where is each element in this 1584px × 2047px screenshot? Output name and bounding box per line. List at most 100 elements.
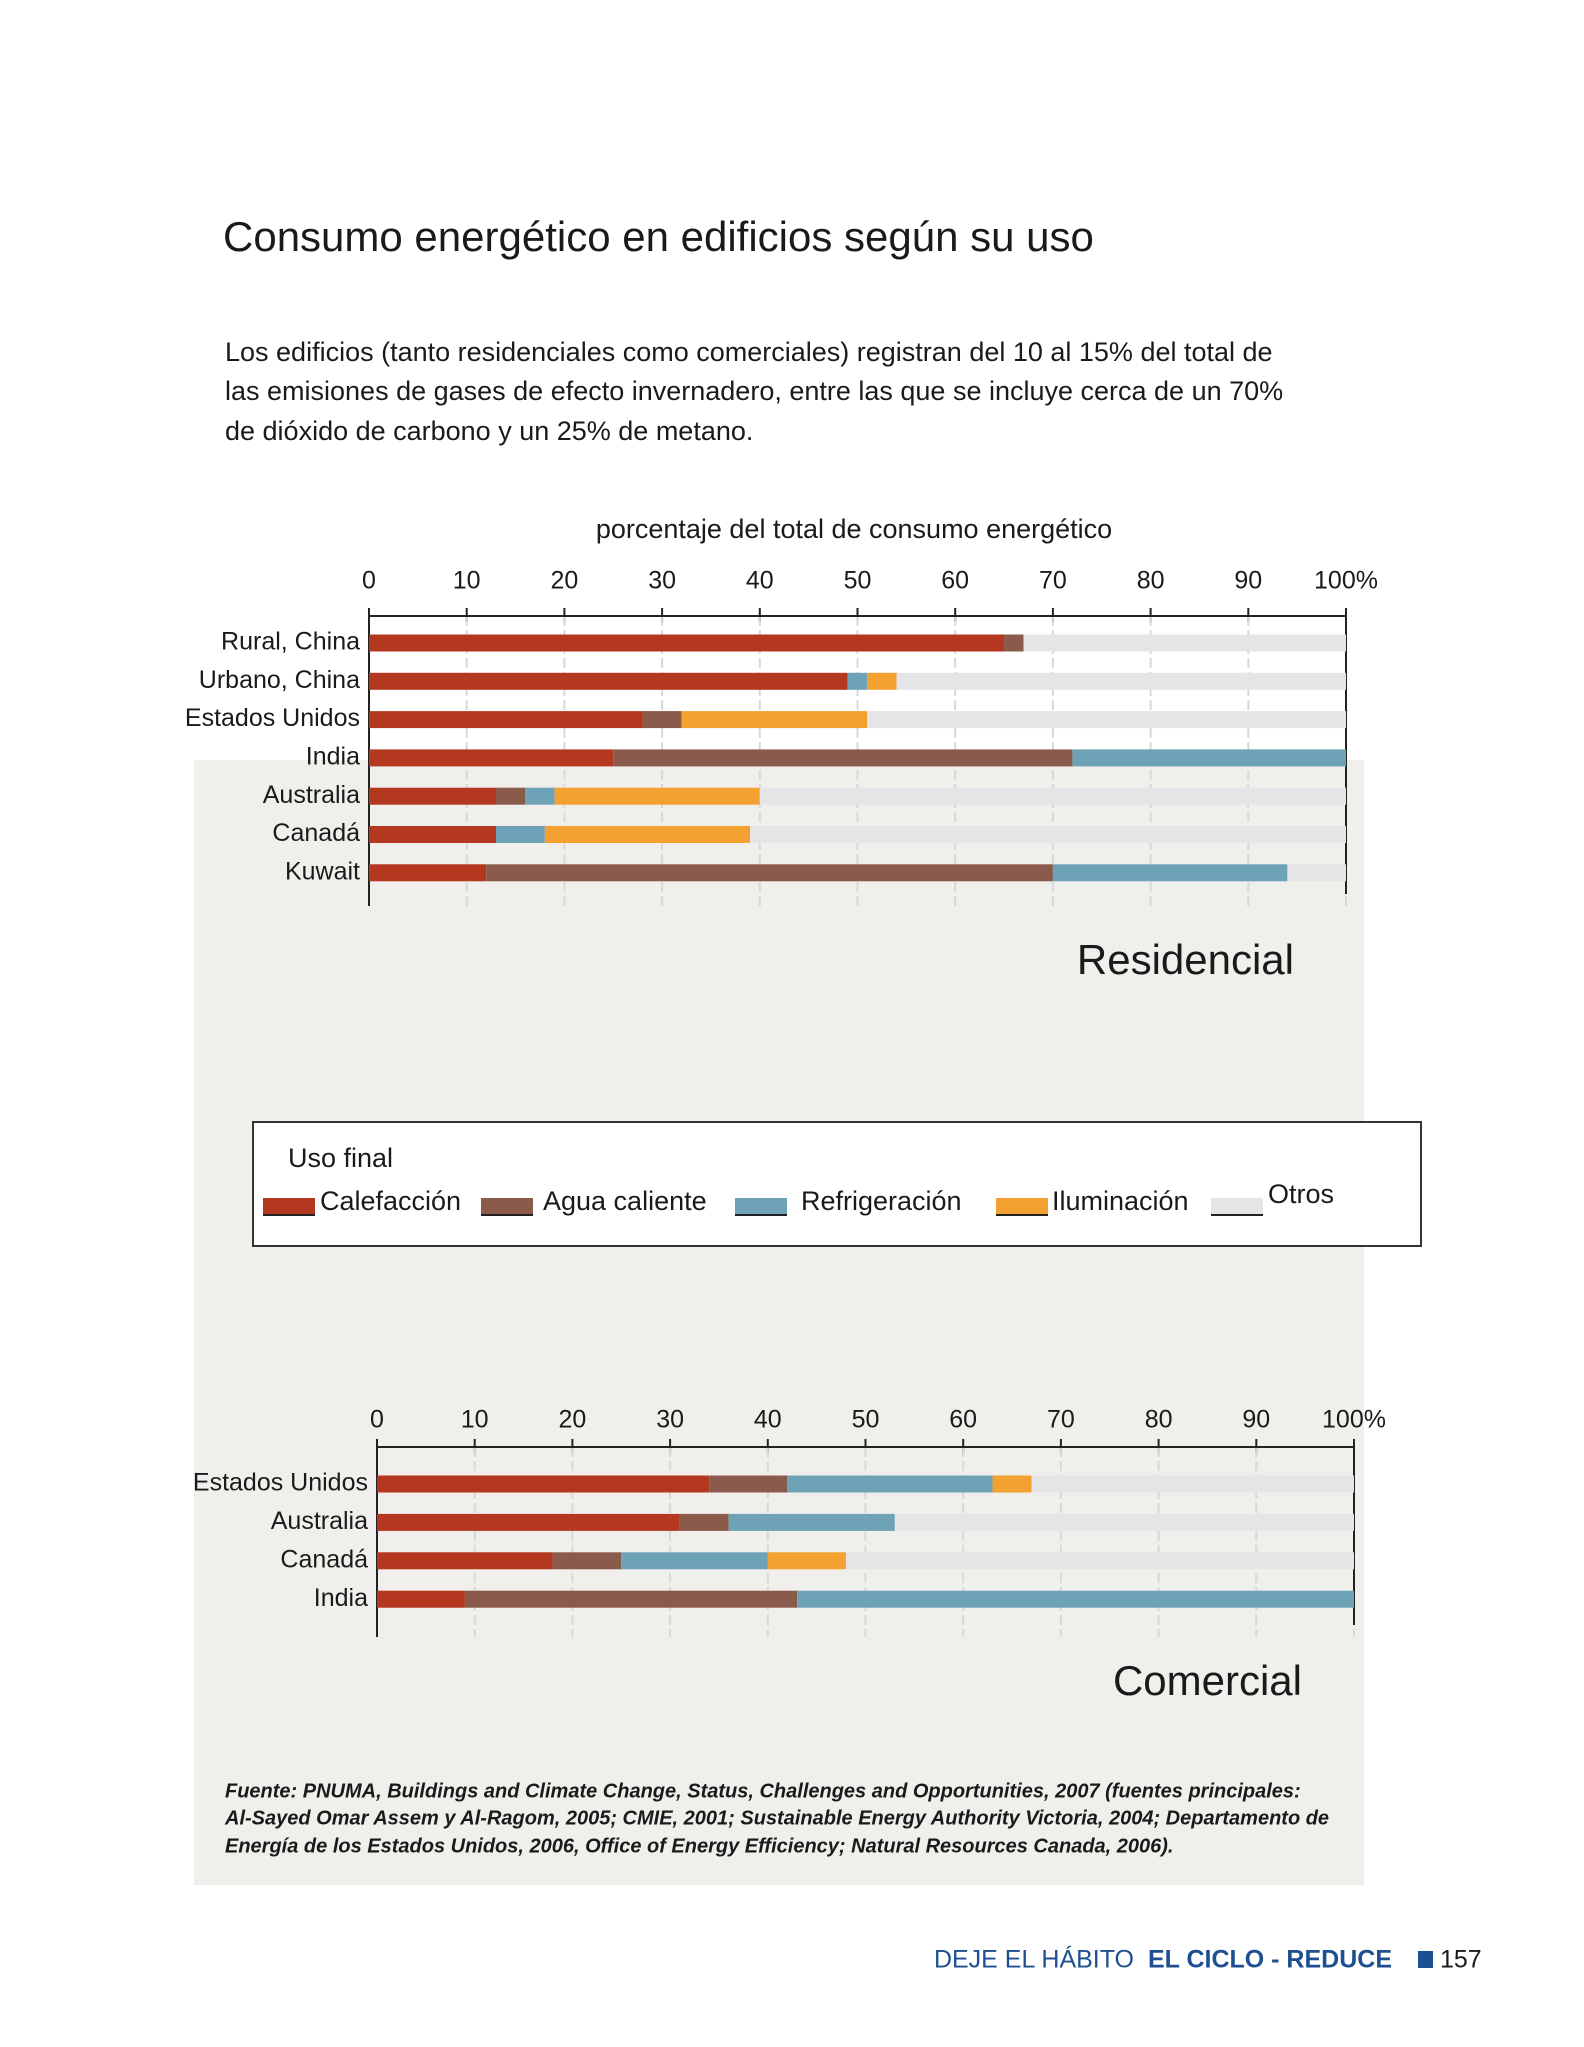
bar-segment — [496, 826, 545, 843]
intro-line: de dióxido de carbono y un 25% de metano… — [225, 416, 753, 446]
bar-segment — [525, 787, 555, 805]
bar-segment — [369, 634, 1005, 652]
category-label: Canadá — [280, 1545, 368, 1573]
x-tick-label: 50 — [844, 567, 872, 595]
x-tick-label: 0 — [362, 567, 376, 595]
bar-segment — [369, 826, 497, 843]
bar-segment — [992, 1475, 1032, 1493]
bar-segment — [728, 1513, 895, 1531]
footer-section: DEJE EL HÁBITO — [934, 1945, 1134, 1974]
x-tick-label: 90 — [1242, 1406, 1270, 1434]
legend-box — [252, 1121, 1422, 1247]
legend-swatch — [263, 1198, 315, 1215]
x-tick-label: 90 — [1234, 567, 1262, 595]
x-tick-label: 20 — [558, 1406, 586, 1434]
source-line: Fuente: PNUMA, Buildings and Climate Cha… — [225, 1780, 1301, 1802]
legend-label: Otros — [1268, 1179, 1334, 1209]
x-axis-label: porcentaje del total de consumo energéti… — [596, 514, 1112, 544]
category-label: India — [314, 1584, 368, 1612]
bar-segment — [377, 1590, 465, 1608]
bar-segment — [759, 787, 1346, 805]
category-label: Australia — [271, 1507, 368, 1535]
x-tick-label: 30 — [656, 1406, 684, 1434]
bar-segment — [847, 672, 868, 690]
category-label: Estados Unidos — [193, 1469, 368, 1497]
x-tick-label: 100% — [1314, 567, 1378, 595]
category-label: Rural, China — [221, 628, 360, 656]
x-tick-label: 30 — [648, 567, 676, 595]
bar-segment — [867, 711, 1346, 729]
bar-segment — [377, 1513, 680, 1531]
bar-segment — [896, 672, 1346, 690]
x-tick-label: 50 — [852, 1406, 880, 1434]
category-label: Urbano, China — [199, 666, 360, 694]
x-tick-label: 80 — [1137, 567, 1165, 595]
legend-title: Uso final — [288, 1143, 393, 1173]
bar-segment — [681, 711, 868, 729]
x-tick-label: 100% — [1322, 1406, 1386, 1434]
legend-label: Calefacción — [320, 1186, 461, 1216]
bar-segment — [642, 711, 682, 729]
legend-label: Iluminación — [1052, 1186, 1189, 1216]
intro-line: Los edificios (tanto residenciales como … — [225, 337, 1273, 367]
bar-segment — [369, 672, 848, 690]
footer-square — [1418, 1951, 1433, 1968]
bar-segment — [369, 749, 614, 767]
x-tick-label: 10 — [461, 1406, 489, 1434]
x-tick-label: 10 — [453, 567, 481, 595]
bar-segment — [1023, 634, 1346, 652]
x-tick-label: 70 — [1047, 1406, 1075, 1434]
legend-swatch — [481, 1198, 533, 1215]
bar-segment — [369, 711, 643, 729]
bar-segment — [496, 787, 526, 805]
bar-segment — [797, 1590, 1354, 1608]
bar-segment — [1072, 749, 1346, 767]
bar-segment — [369, 787, 497, 805]
bar-segment — [621, 1552, 768, 1570]
legend-swatch — [735, 1198, 787, 1215]
bar-segment — [1004, 634, 1024, 652]
legend-swatch — [996, 1198, 1048, 1215]
bar-segment — [787, 1475, 993, 1493]
legend-label: Agua caliente — [543, 1186, 707, 1216]
bar-segment — [377, 1552, 553, 1570]
legend: Calefacción Agua caliente Refrigeración Ilu… — [263, 1179, 1334, 1216]
category-label: India — [306, 743, 360, 771]
category-label: Estados Unidos — [185, 704, 360, 732]
legend-swatch — [1211, 1198, 1263, 1215]
bar-segment — [554, 787, 760, 805]
legend-label: Refrigeración — [801, 1186, 962, 1216]
x-tick-label: 60 — [941, 567, 969, 595]
bar-segment — [377, 1475, 710, 1493]
bar-segment — [750, 826, 1346, 843]
bar-segment — [709, 1475, 788, 1493]
bar-segment — [369, 864, 487, 882]
bar-segment — [1052, 864, 1288, 882]
x-tick-label: 0 — [370, 1406, 384, 1434]
category-label: Australia — [263, 781, 360, 809]
x-tick-label: 80 — [1145, 1406, 1173, 1434]
bar-segment — [767, 1552, 846, 1570]
x-tick-label: 40 — [746, 567, 774, 595]
chart-panel — [194, 760, 1364, 1885]
footer-chapter: EL CICLO - REDUCE — [1148, 1946, 1392, 1974]
bar-segment — [894, 1513, 1354, 1531]
bar-segment — [679, 1513, 729, 1531]
intro-line: las emisiones de gases de efecto inverna… — [225, 376, 1283, 406]
source-line: Al-Sayed Omar Assem y Al-Ragom, 2005; CM… — [224, 1807, 1329, 1829]
chart-title: Comercial — [1113, 1657, 1302, 1704]
bar-segment — [845, 1552, 1354, 1570]
bar-segment — [544, 826, 751, 843]
x-tick-label: 40 — [754, 1406, 782, 1434]
bar-segment — [613, 749, 1073, 767]
bar-segment — [1031, 1475, 1354, 1493]
x-tick-label: 70 — [1039, 567, 1067, 595]
page-title: Consumo energético en edificios según su… — [223, 213, 1094, 260]
chart-title: Residencial — [1077, 936, 1294, 983]
x-tick-label: 60 — [949, 1406, 977, 1434]
category-label: Kuwait — [285, 857, 360, 885]
bar-segment — [464, 1590, 798, 1608]
bar-segment — [552, 1552, 622, 1570]
source-line: Energía de los Estados Unidos, 2006, Off… — [225, 1835, 1174, 1857]
